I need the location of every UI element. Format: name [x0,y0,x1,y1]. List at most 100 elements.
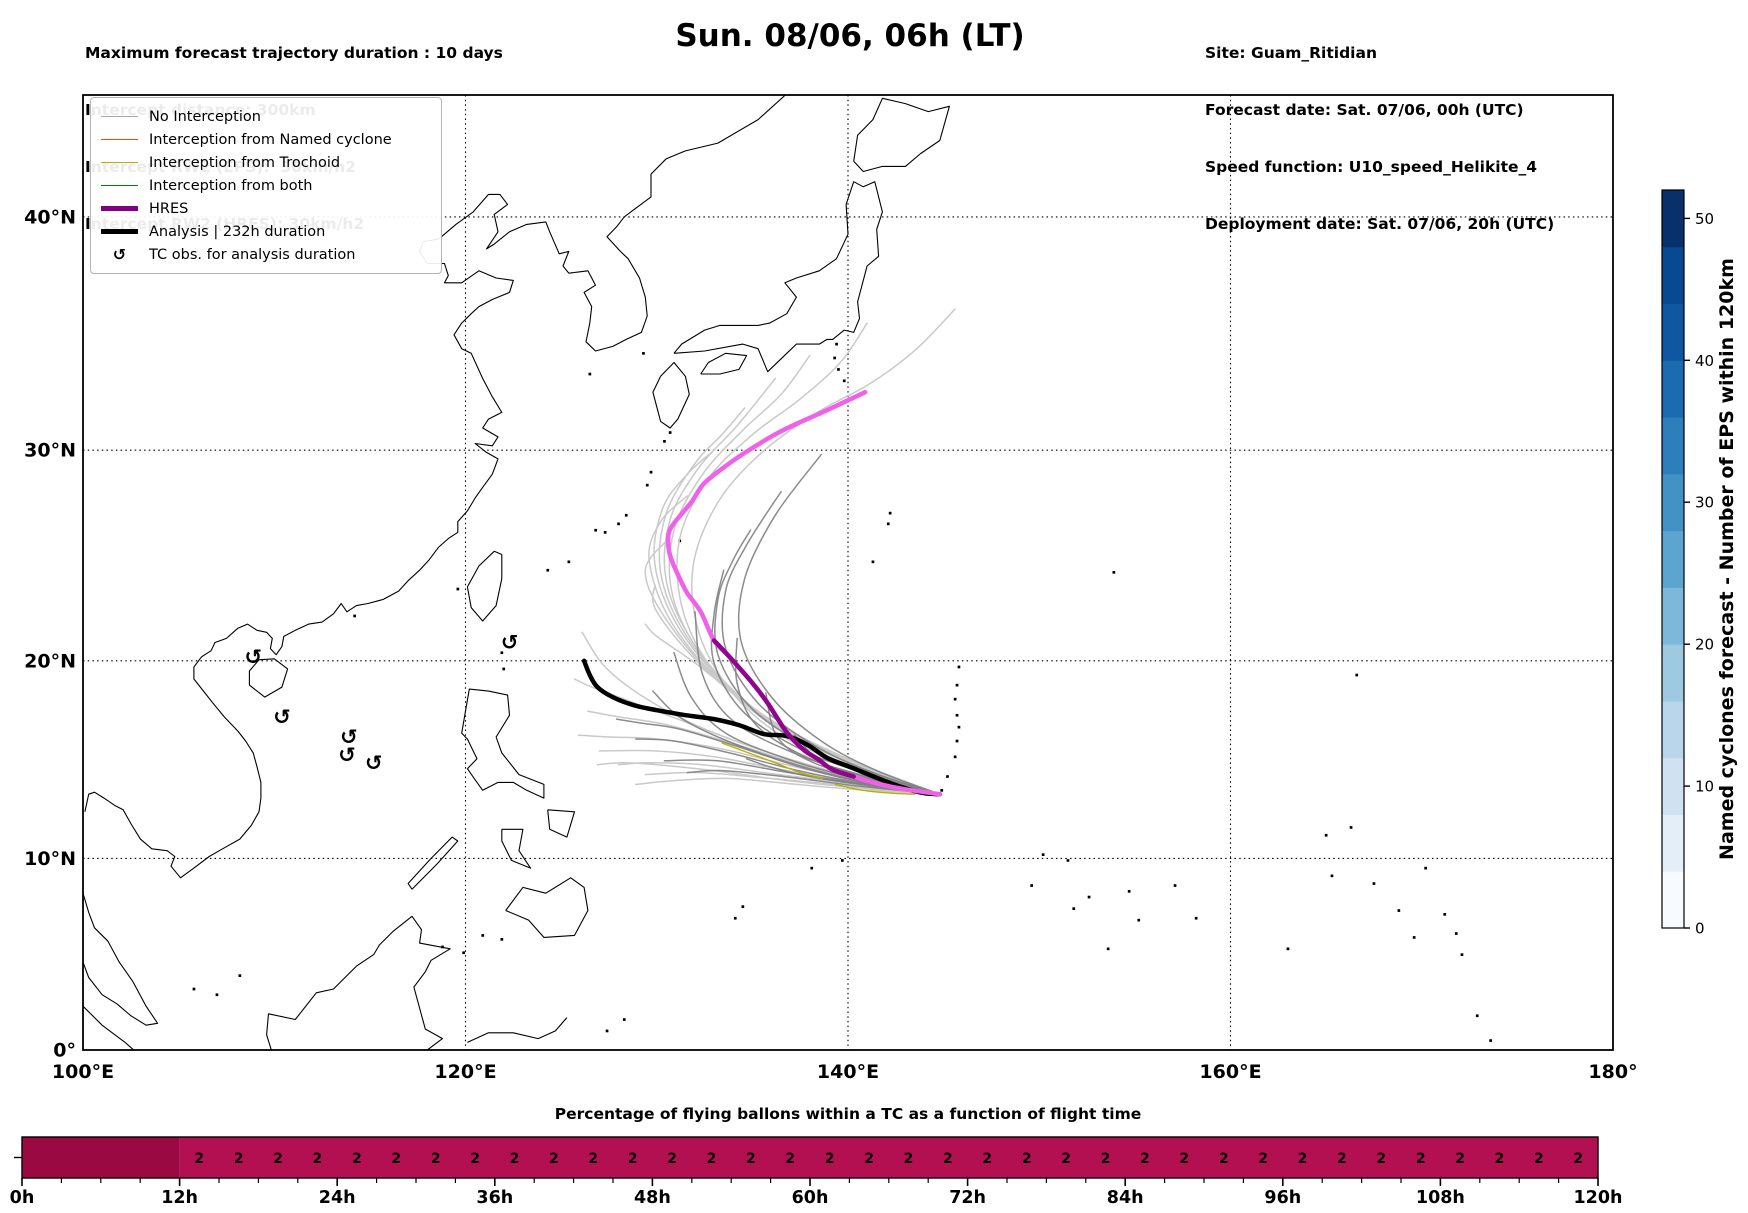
flight-bar-hour-label: 108h [1416,1188,1465,1208]
y-tick-label: 0° [53,1040,76,1062]
flight-bar-cell-value: 2 [1534,1151,1544,1167]
site-text: Site: Guam_Ritidian [1205,44,1377,62]
flight-bar-cell-value: 2 [1101,1151,1111,1167]
cyclone-icon: ↺ [501,631,519,655]
flight-bar-hour-label: 24h [319,1188,356,1208]
legend-line-sample [101,138,138,141]
colorbar: 0 10 20 30 40 50 Named cyclones forecast - Num… [1661,189,1738,938]
legend: No Interception Interception from Named c… [90,97,442,274]
eps-trajectory [686,769,941,795]
flight-bar-cell-value: 2 [1179,1151,1189,1167]
x-tick-label: 100°E [52,1061,114,1083]
eps-trajectory [721,490,941,795]
y-tick-label: 40°N [24,206,76,228]
colorbar-tick-label: 30 [1695,494,1714,512]
legend-item-4: HRES [101,197,431,220]
legend-item-label: Interception from Named cyclone [149,131,392,148]
cyclone-icon: ↺ [244,645,262,669]
forecast-date-text: Forecast date: Sat. 07/06, 00h (UTC) [1205,101,1524,119]
flight-bar-hour-label: 36h [476,1188,513,1208]
flight-bar-cell-value: 2 [628,1151,638,1167]
flight-bar-cell-value: 2 [549,1151,559,1167]
flight-bar-cell-value: 2 [391,1151,401,1167]
max-duration-text: Maximum forecast trajectory duration : 1… [85,44,503,62]
x-tick-label: 140°E [817,1061,879,1083]
colorbar-label: Named cyclones forecast - Number of EPS … [1716,258,1738,860]
cyclone-icon: ↺ [338,743,356,767]
eps-trajectory [737,453,941,795]
flight-bar-cell-value: 2 [943,1151,953,1167]
flight-bar-cell-value: 2 [510,1151,520,1167]
coastlines [83,95,950,1050]
cyclone-icon: ↺ [340,725,358,749]
flight-bar-cell-value: 2 [470,1151,480,1167]
flight-bar-cell-value: 2 [352,1151,362,1167]
flight-bar-cell-value: 2 [1416,1151,1426,1167]
flight-bar-cell-value: 2 [1140,1151,1150,1167]
x-tick-label: 120°E [434,1061,496,1083]
flight-bar-cell-value: 2 [1298,1151,1308,1167]
x-tick-label: 180° [1588,1061,1637,1083]
legend-item-label: No Interception [149,108,261,125]
island-dots [192,342,1492,1042]
speed-function-text: Speed function: U10_speed_Helikite_4 [1205,158,1538,176]
legend-item-label: Interception from Trochoid [149,154,341,171]
flight-bar-cell-value: 2 [864,1151,874,1167]
flight-time-bar: Percentage of flying ballons within a TC… [10,1105,1623,1208]
flight-bar-cell-value: 2 [825,1151,835,1167]
map-frame [82,94,1614,1051]
legend-item-label: TC obs. for analysis duration [149,246,356,263]
flight-bar-cell-value: 2 [1495,1151,1505,1167]
flight-bar-cell-value: 2 [1219,1151,1229,1167]
flight-bar-hour-label: 72h [949,1188,986,1208]
legend-item-5: Analysis | 232h duration [101,220,431,243]
flight-bar-cell-value: 2 [194,1151,204,1167]
colorbar-tick-label: 40 [1695,352,1714,370]
colorbar-tick-label: 50 [1695,210,1714,228]
colorbar-tick-label: 0 [1695,920,1705,938]
trochoid-trajectories [721,742,915,795]
map-axis-labels: 0° 10°N 20°N 30°N 40°N 100°E 120°E 140°E 160°E 18… [24,206,1637,1083]
tc-obs-symbols: ↺↺↺↺↺ ↺ [244,631,518,775]
flight-bar-hour-label: 120h [1574,1188,1623,1208]
header-right-block: Site: Guam_Ritidian Forecast date: Sat. … [1205,6,1554,272]
legend-line-sample [101,229,138,234]
flight-bar-cell-value: 2 [1022,1151,1032,1167]
legend-item-0: No Interception [101,105,431,128]
flight-bar-title: Percentage of flying ballons within a TC… [555,1105,1142,1123]
hres-trajectory-intercepted [711,638,856,779]
tc-obs-icon: ↺ [101,246,138,263]
flight-bar-cell-value: 2 [1376,1151,1386,1167]
legend-item-label: HRES [149,200,189,217]
flight-bar-cell-value: 2 [1455,1151,1465,1167]
flight-bar-cell-value: 2 [982,1151,992,1167]
eps-trajectories [573,308,956,795]
flight-bar-cells-segment [179,1137,1599,1178]
flight-bar-cell-value: 2 [313,1151,323,1167]
flight-bar-cell-value: 2 [667,1151,677,1167]
legend-item-1: Interception from Named cyclone [101,128,431,151]
colorbar-tick-label: 10 [1695,778,1714,796]
colorbar-tick-label: 20 [1695,636,1714,654]
y-tick-label: 30°N [24,440,76,462]
flight-bar-cell-value: 2 [1061,1151,1071,1167]
legend-item-label: Interception from both [149,177,313,194]
legend-item-3: Interception from both [101,174,431,197]
legend-item-label: Analysis | 232h duration [149,223,326,240]
y-tick-label: 20°N [24,650,76,672]
legend-line-sample [101,161,138,164]
legend-item-6: ↺ TC obs. for analysis duration [101,243,431,266]
flight-bar-hour-label: 12h [161,1188,198,1208]
legend-line-sample [101,184,138,187]
flight-bar-hour-label: 0h [10,1188,35,1208]
flight-bar-first-segment [22,1137,180,1178]
eps-trajectory [634,777,941,795]
eps-trajectory [710,569,941,795]
legend-line-sample [101,206,138,211]
flight-bar-cell-value: 2 [904,1151,914,1167]
cyclone-icon: ↺ [365,751,383,775]
eps-trajectory [644,540,941,795]
flight-bar-cell-value: 2 [1337,1151,1347,1167]
legend-line-sample [101,115,138,118]
flight-bar-cell-value: 2 [273,1151,283,1167]
